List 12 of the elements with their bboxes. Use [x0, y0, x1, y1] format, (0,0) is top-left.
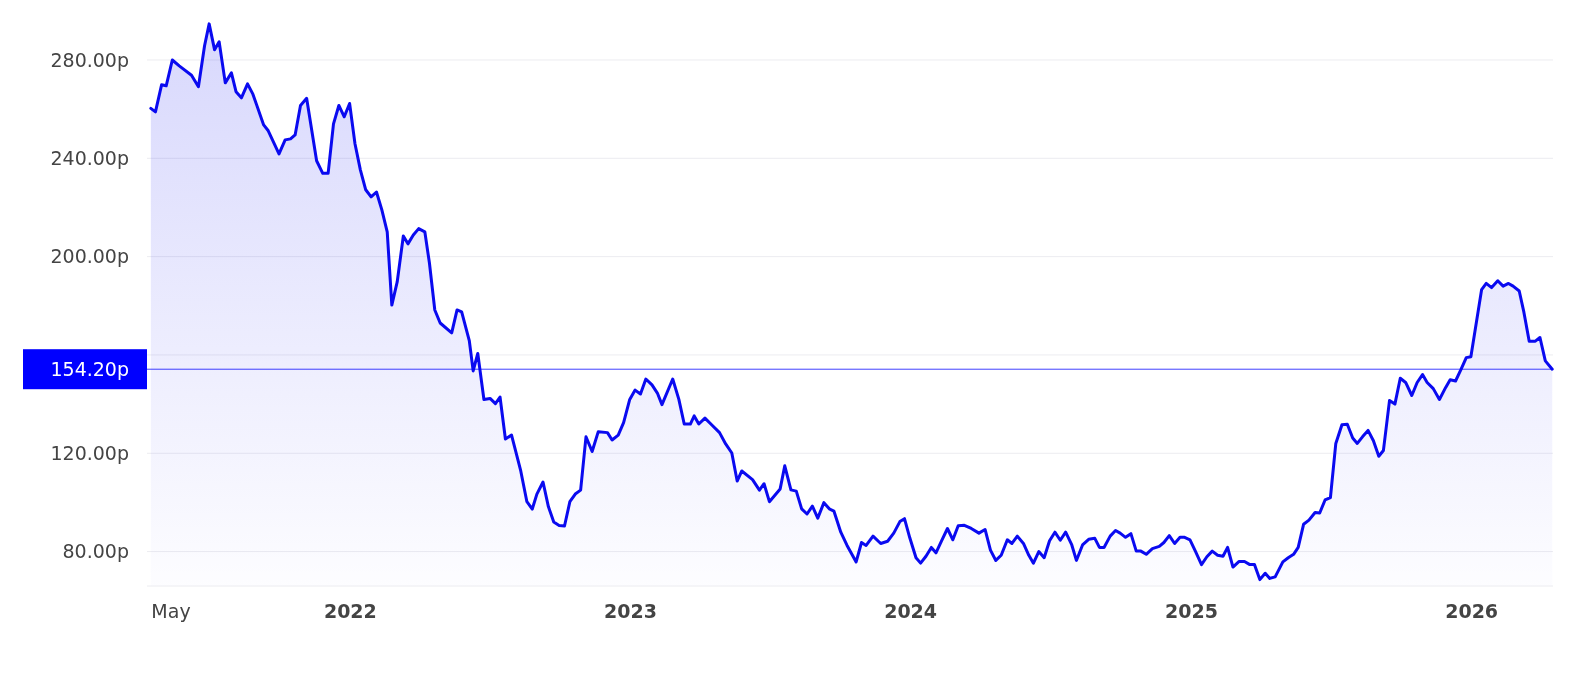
ref-line-label: 154.20p — [50, 357, 129, 380]
x-tick-label: May — [151, 600, 191, 622]
y-tick-label: 120.00p — [50, 441, 129, 464]
y-tick-label: 200.00p — [50, 245, 129, 268]
x-tick-label: 2023 — [604, 600, 657, 622]
x-tick-label: 2022 — [323, 600, 377, 622]
x-tick-label: 2026 — [1445, 600, 1499, 622]
x-tick-label: 2024 — [884, 600, 938, 622]
y-tick-label: 240.00p — [50, 146, 129, 169]
y-tick-label: 280.00p — [50, 48, 129, 71]
y-tick-label: 80.00p — [62, 540, 129, 563]
x-tick-label: 2025 — [1165, 600, 1218, 622]
